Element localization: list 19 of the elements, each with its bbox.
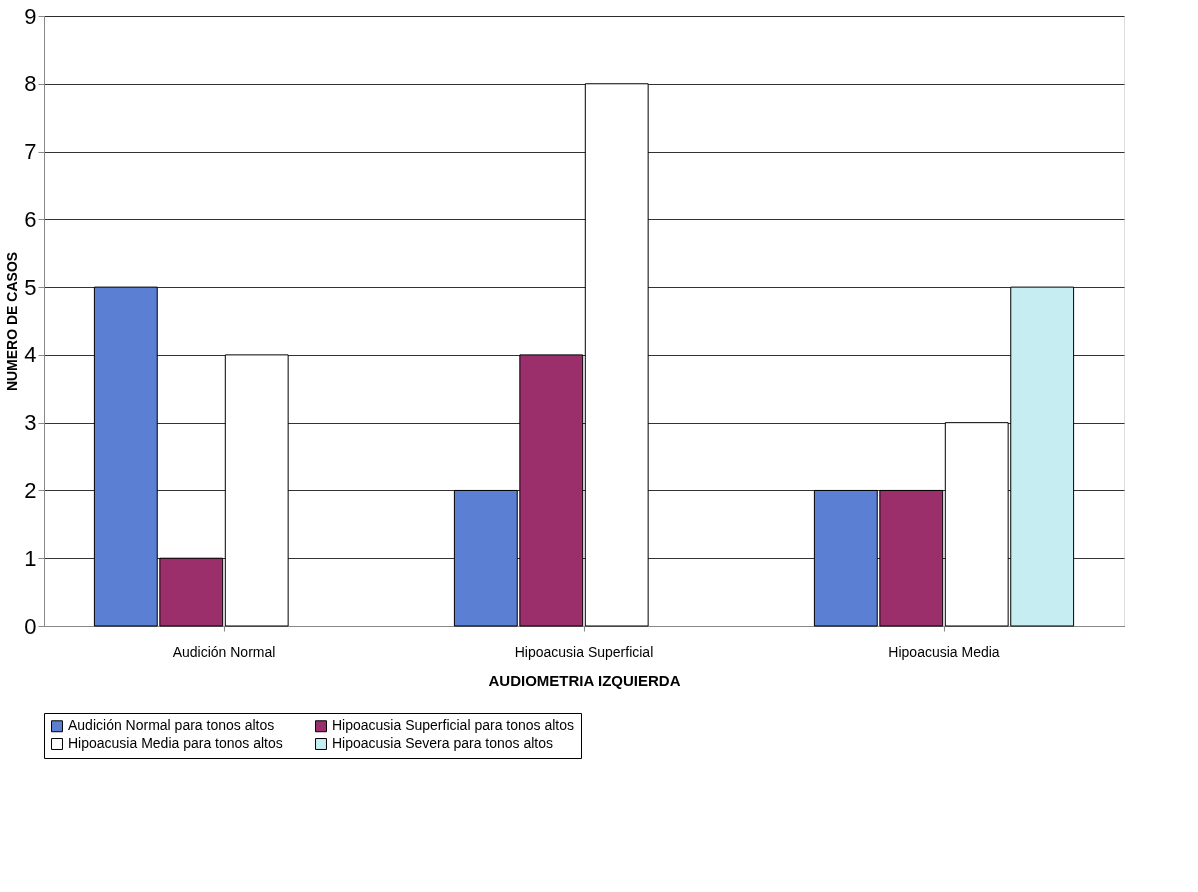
y-tick-label: 0: [24, 613, 37, 639]
y-tick-label: 5: [24, 274, 37, 300]
y-tick-label: 9: [24, 3, 37, 29]
y-tick-label: 6: [24, 206, 37, 232]
legend-label: Audición Normal para tonos altos: [68, 717, 275, 734]
legend-label: Hipoacusia Media para tonos altos: [68, 735, 283, 751]
x-tick-label: Hipoacusia Media: [888, 643, 1000, 660]
legend-label: Hipoacusia Superficial para tonos altos: [332, 717, 575, 734]
y-tick-label: 4: [24, 342, 37, 368]
x-axis-title: AUDIOMETRIA IZQUIERDA: [488, 671, 681, 689]
y-tick-label: 2: [24, 477, 37, 503]
y-tick-label: 1: [24, 545, 37, 571]
y-tick-label: 3: [24, 410, 37, 436]
x-tick-label: Audición Normal: [172, 643, 276, 660]
y-axis-title: NUMERO DE CASOS: [4, 251, 21, 392]
y-tick-label: 7: [24, 139, 37, 165]
y-tick-label: 8: [24, 71, 37, 97]
legend-label: Hipoacusia Severa para tonos altos: [332, 735, 554, 751]
x-tick-label: Hipoacusia Superficial: [514, 643, 654, 660]
